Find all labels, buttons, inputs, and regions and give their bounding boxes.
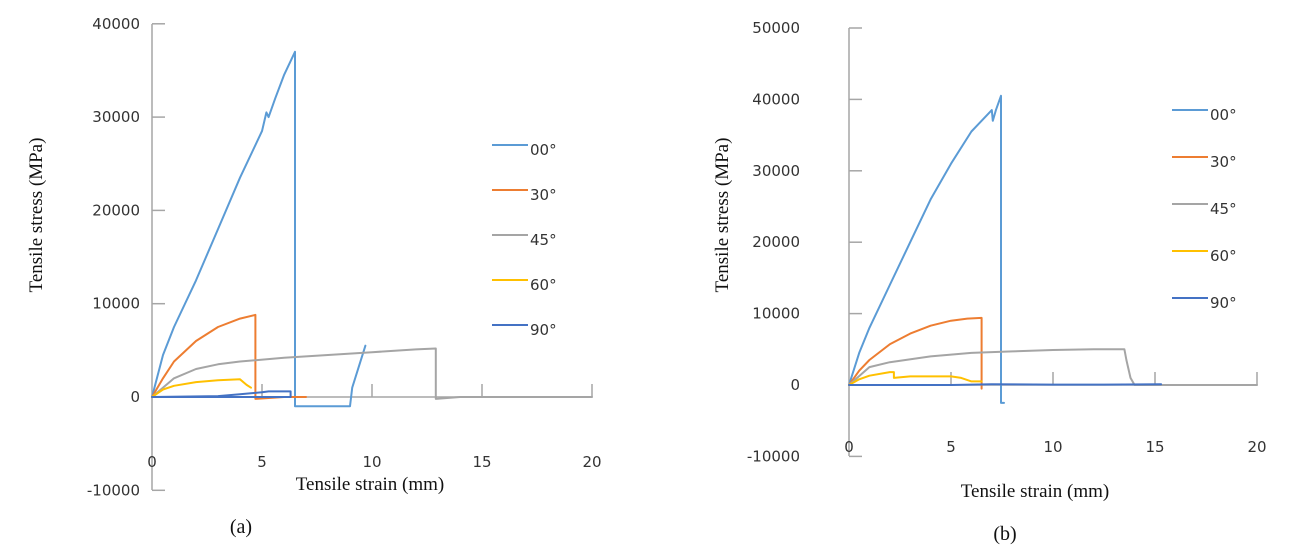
x-tick-label: 15: [472, 453, 491, 471]
legend-label: 45°: [530, 231, 557, 249]
x-tick-label: 20: [1247, 438, 1266, 456]
figure-caption: (b): [993, 523, 1016, 545]
y-tick-label: 40000: [752, 90, 800, 108]
x-axis-title: Tensile strain (mm): [961, 481, 1110, 502]
legend-label: 90°: [530, 321, 557, 339]
series-line-90deg: [151, 390, 292, 398]
x-tick-label: 0: [147, 453, 157, 471]
series-line-00deg: [848, 94, 1005, 404]
x-tick-label: 5: [946, 438, 956, 456]
legend-item: 30°: [1172, 153, 1237, 171]
legend-item: 90°: [1172, 294, 1237, 312]
y-tick-label: 30000: [92, 108, 140, 126]
y-tick-label: -10000: [87, 481, 140, 499]
chart-panel-a: 40000 30000 20000 10000 0 -10000 0 5 10 15 20 00° 30…: [0, 0, 640, 557]
legend-item: 30°: [492, 186, 557, 204]
legend-item: 90°: [492, 321, 557, 339]
chart-b-svg: 50000 40000 30000 20000 10000 0 -10000 0 5 10 15 20…: [712, 19, 1267, 545]
y-tick-label: 20000: [92, 201, 140, 219]
series-line-90deg: [848, 383, 1163, 386]
legend-item: 00°: [1172, 106, 1237, 124]
series-line-30deg: [848, 316, 983, 390]
y-tick-label: -10000: [747, 447, 800, 465]
y-axis-title: Tensile stress (MPa): [26, 138, 47, 293]
x-tick-label: 5: [257, 453, 267, 471]
y-axis: 40000 30000 20000 10000 0 -10000: [87, 15, 165, 499]
legend-item: 60°: [492, 276, 557, 294]
legend-label: 60°: [1210, 247, 1237, 265]
chart-panel-b: 50000 40000 30000 20000 10000 0 -10000 0 5 10 15 20…: [690, 0, 1289, 557]
series-line-45deg: [848, 348, 1258, 386]
x-axis-title: Tensile strain (mm): [296, 474, 445, 495]
y-tick-label: 0: [790, 376, 800, 394]
y-tick-label: 0: [130, 388, 140, 406]
legend-label: 30°: [1210, 153, 1237, 171]
legend-label: 00°: [530, 141, 557, 159]
legend-label: 00°: [1210, 106, 1237, 124]
series-line-00deg: [151, 50, 367, 408]
x-tick-label: 20: [582, 453, 601, 471]
chart-a-svg: 40000 30000 20000 10000 0 -10000 0 5 10 15 20 00° 30…: [26, 15, 602, 538]
series-line-60deg: [848, 371, 983, 386]
x-tick-label: 0: [844, 438, 854, 456]
figure-caption: (a): [230, 516, 252, 538]
legend: 00° 30° 45° 60° 90°: [1172, 106, 1237, 312]
y-tick-label: 30000: [752, 162, 800, 180]
legend-item: 45°: [1172, 200, 1237, 218]
y-tick-label: 10000: [752, 305, 800, 323]
series-line-45deg: [151, 347, 593, 400]
y-tick-label: 40000: [92, 15, 140, 33]
y-tick-label: 20000: [752, 233, 800, 251]
series-line-60deg: [151, 378, 252, 398]
y-tick-label: 50000: [752, 19, 800, 37]
legend-item: 45°: [492, 231, 557, 249]
legend-label: 90°: [1210, 294, 1237, 312]
legend-item: 60°: [1172, 247, 1237, 265]
legend: 00° 30° 45° 60° 90°: [492, 141, 557, 339]
legend-item: 00°: [492, 141, 557, 159]
legend-label: 60°: [530, 276, 557, 294]
x-tick-label: 15: [1145, 438, 1164, 456]
plot-area: [848, 94, 1258, 404]
plot-area: [151, 50, 593, 408]
y-axis: 50000 40000 30000 20000 10000 0 -10000: [747, 19, 862, 465]
y-tick-label: 10000: [92, 295, 140, 313]
legend-label: 30°: [530, 186, 557, 204]
x-tick-label: 10: [1043, 438, 1062, 456]
legend-label: 45°: [1210, 200, 1237, 218]
x-tick-label: 10: [362, 453, 381, 471]
y-axis-title: Tensile stress (MPa): [712, 138, 733, 293]
